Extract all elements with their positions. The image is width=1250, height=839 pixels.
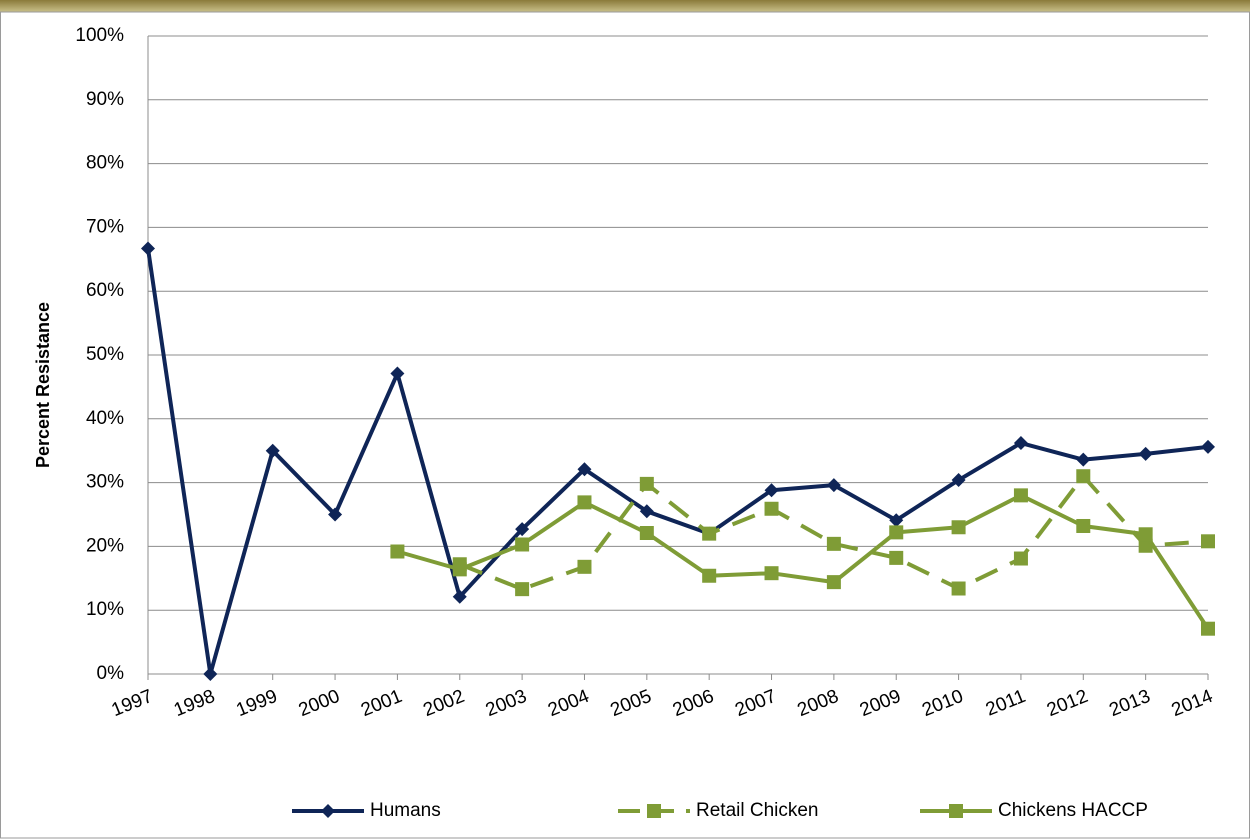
x-tick-label: 2005 <box>608 686 655 721</box>
legend-label: Retail Chicken <box>696 800 819 821</box>
y-tick-label: 40% <box>86 408 124 429</box>
y-tick-label: 100% <box>75 25 124 46</box>
legend-marker <box>647 804 661 818</box>
data-point <box>1076 518 1091 533</box>
data-point <box>577 495 592 510</box>
data-point <box>515 537 530 552</box>
data-point <box>577 462 592 477</box>
data-point <box>951 473 966 488</box>
series-line <box>459 474 1209 592</box>
data-point <box>452 562 467 577</box>
y-tick-label: 70% <box>86 216 124 237</box>
data-point <box>515 522 530 537</box>
data-point <box>951 520 966 535</box>
x-tick-label: 2007 <box>732 686 779 721</box>
data-point <box>639 476 654 491</box>
x-tick-label: 1998 <box>171 686 218 721</box>
x-tick-label: 1999 <box>233 686 280 721</box>
y-axis-label: Percent Resistance <box>33 302 53 468</box>
x-tick-label: 1997 <box>109 686 156 721</box>
data-point <box>826 575 841 590</box>
data-point <box>889 525 904 540</box>
data-point <box>1138 446 1153 461</box>
x-tick-label: 2004 <box>545 686 592 721</box>
data-point <box>764 501 779 516</box>
y-tick-label: 50% <box>86 344 124 365</box>
data-point <box>1076 469 1091 484</box>
data-point <box>639 526 654 541</box>
data-point <box>639 504 654 519</box>
data-point <box>951 581 966 596</box>
data-point <box>265 443 280 458</box>
x-tick-label: 2014 <box>1169 686 1216 721</box>
data-point <box>702 568 717 583</box>
x-tick-label: 2001 <box>358 686 405 721</box>
top-bar <box>0 0 1250 12</box>
y-tick-label: 90% <box>86 89 124 110</box>
data-point <box>702 526 717 541</box>
y-tick-label: 0% <box>97 663 125 684</box>
data-point <box>1013 551 1028 566</box>
y-tick-label: 30% <box>86 472 124 493</box>
data-point <box>826 536 841 551</box>
y-tick-label: 20% <box>86 535 124 556</box>
data-point <box>889 513 904 528</box>
data-point <box>1013 488 1028 503</box>
x-tick-label: 2010 <box>919 686 966 721</box>
x-tick-label: 2011 <box>983 686 1029 721</box>
data-point <box>1138 527 1153 542</box>
data-point <box>452 589 467 604</box>
data-point <box>577 559 592 574</box>
x-tick-label: 2013 <box>1106 686 1153 721</box>
data-point <box>328 507 343 522</box>
data-point <box>1201 439 1215 454</box>
x-tick-label: 2009 <box>857 686 904 721</box>
x-tick-label: 2012 <box>1044 686 1091 721</box>
data-point <box>826 478 841 493</box>
data-point <box>1201 534 1215 549</box>
legend-marker <box>321 804 335 818</box>
data-point <box>889 550 904 565</box>
legend-label: Chickens HACCP <box>998 800 1148 821</box>
y-tick-label: 60% <box>86 280 124 301</box>
y-tick-label: 80% <box>86 153 124 174</box>
x-tick-label: 2000 <box>296 686 343 721</box>
data-point <box>764 566 779 581</box>
data-point <box>203 667 218 681</box>
data-point <box>1076 452 1091 467</box>
x-tick-label: 2006 <box>670 686 717 721</box>
legend-marker <box>949 804 963 818</box>
data-point <box>390 544 405 559</box>
y-tick-label: 10% <box>86 599 124 620</box>
x-tick-label: 2003 <box>483 686 530 721</box>
x-tick-label: 2008 <box>795 686 842 721</box>
data-point <box>1013 436 1028 451</box>
x-tick-label: 2002 <box>420 686 467 721</box>
series-line <box>396 493 1210 630</box>
data-point <box>141 241 155 256</box>
series-line <box>146 248 1209 676</box>
legend-label: Humans <box>370 800 441 821</box>
data-point <box>764 483 779 498</box>
data-point <box>1201 621 1215 636</box>
data-point <box>390 366 405 381</box>
data-point <box>515 582 530 597</box>
